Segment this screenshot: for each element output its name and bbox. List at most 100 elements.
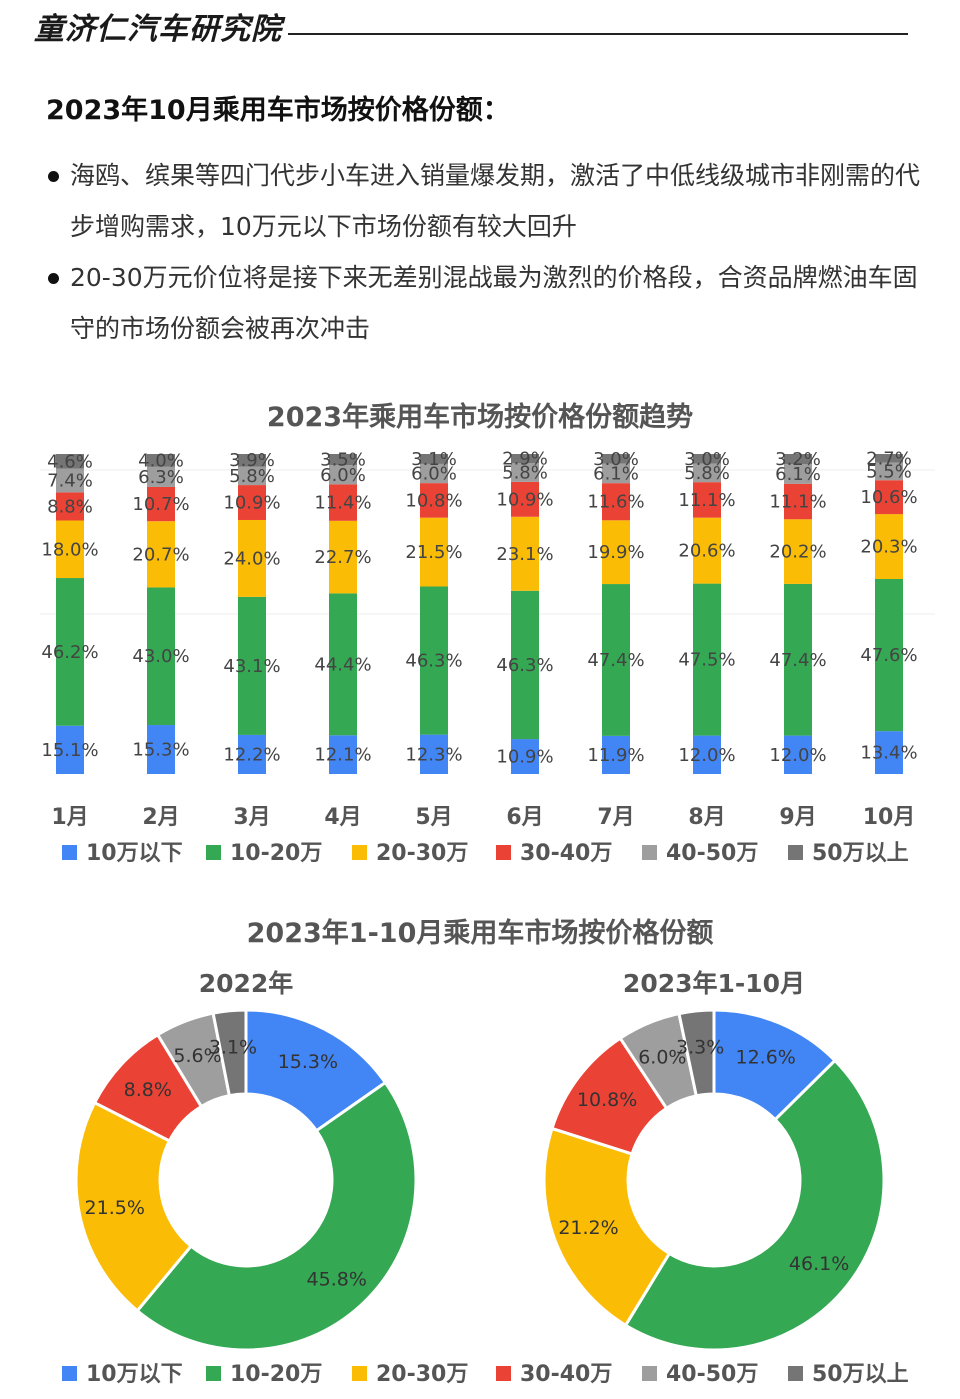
bar-segment [784, 483, 812, 520]
bar-segment [238, 466, 266, 486]
bar-data-label: 21.5% [405, 542, 462, 563]
bar-data-label: 10.9% [496, 747, 553, 768]
bar-data-label: 4.0% [138, 450, 184, 471]
bar-data-label: 12.0% [678, 745, 735, 766]
bar-data-label: 12.1% [314, 745, 371, 766]
bar-segment [238, 734, 266, 774]
bar-data-label: 19.9% [587, 542, 644, 563]
bar-segment [238, 596, 266, 735]
bar-data-label: 20.2% [769, 542, 826, 563]
bar-data-label: 5.5% [866, 461, 912, 482]
bar-data-label: 2.7% [866, 448, 912, 469]
bar-segment [693, 517, 721, 584]
bar-data-label: 3.1% [411, 449, 457, 470]
bar-data-label: 22.7% [314, 547, 371, 568]
donut-data-label: 15.3% [278, 1051, 338, 1073]
bar-segment [56, 492, 84, 521]
donut-data-label: 3.3% [676, 1037, 724, 1059]
x-tick-label: 3月 [233, 805, 270, 830]
bar-data-label: 4.6% [47, 451, 93, 472]
bar-segment [420, 586, 448, 735]
page-heading: 2023年10月乘用车市场按价格份额： [46, 95, 510, 126]
bar-data-label: 5.8% [502, 463, 548, 484]
bar-segment [602, 584, 630, 736]
bar-data-label: 15.1% [41, 740, 98, 761]
legend-label: 50万以上 [812, 841, 909, 866]
bar-segment [602, 483, 630, 521]
donut-slice [135, 1080, 418, 1352]
legend-swatch [642, 1366, 657, 1381]
bar-data-label: 7.4% [47, 471, 93, 492]
legend-label: 20-30万 [376, 841, 468, 866]
donut-slice [211, 1008, 248, 1098]
bar-segment [147, 725, 175, 774]
bar-data-label: 12.2% [223, 744, 280, 765]
bar-segment [602, 454, 630, 464]
bar-segment [693, 463, 721, 483]
bar-segment [511, 481, 539, 517]
bar-data-label: 12.0% [769, 745, 826, 766]
bar-data-label: 47.5% [678, 650, 735, 671]
legend-label: 50万以上 [812, 1362, 909, 1387]
bullet-item: 海鸥、缤果等四门代步小车进入销量爆发期，激活了中低线级城市非刚需的代步增购需求，… [46, 150, 926, 252]
bar-data-label: 3.2% [775, 449, 821, 470]
donut-slice [542, 1126, 672, 1328]
donut-data-label: 6.0% [638, 1046, 686, 1068]
brand-logo-text: 童济仁汽车研究院 [34, 12, 282, 47]
bar-segment [511, 463, 539, 482]
x-tick-label: 4月 [324, 805, 361, 830]
stacked-bar-chart: 2023年乘用车市场按价格份额趋势 15.1% 46.2% 18.0% 8.8% 7.4… [40, 401, 935, 866]
bar-segment [147, 587, 175, 726]
bar-segment [693, 454, 721, 464]
x-tick-label: 9月 [779, 805, 816, 830]
donut-data-label: 46.1% [789, 1253, 849, 1275]
legend-swatch [496, 1366, 511, 1381]
bar-data-label: 13.4% [860, 743, 917, 764]
x-tick-label: 8月 [688, 805, 725, 830]
bar-data-label: 6.1% [593, 463, 639, 484]
x-tick-label: 5月 [415, 805, 452, 830]
legend-label: 40-50万 [666, 1362, 758, 1387]
legend-swatch [62, 1366, 77, 1381]
bar-segment [602, 735, 630, 774]
x-tick-label: 2月 [142, 805, 179, 830]
bar-segment [56, 725, 84, 774]
legend-label: 30-40万 [520, 841, 612, 866]
x-tick-label: 6月 [506, 805, 543, 830]
bar-segment [329, 735, 357, 774]
pie-title-2023: 2023年1-10月 [623, 969, 805, 998]
bar-segment [147, 466, 175, 487]
bar-data-label: 6.0% [320, 465, 366, 486]
bar-segment [602, 520, 630, 585]
bar-data-label: 10.6% [860, 487, 917, 508]
bar-data-label: 10.8% [405, 490, 462, 511]
bar-data-label: 6.3% [138, 467, 184, 488]
bar-data-label: 6.0% [411, 464, 457, 485]
bar-data-label: 11.1% [769, 492, 826, 513]
legend-label: 10万以下 [86, 841, 183, 866]
bar-data-label: 24.0% [223, 548, 280, 569]
bar-data-label: 8.8% [47, 496, 93, 517]
bar-data-label: 10.7% [132, 494, 189, 515]
bar-data-label: 43.1% [223, 656, 280, 677]
bar-segment [693, 482, 721, 518]
bar-segment [511, 590, 539, 740]
bar-segment [147, 521, 175, 588]
donut-data-label: 21.2% [558, 1217, 618, 1239]
bar-data-label: 46.2% [41, 642, 98, 663]
bar-data-label: 11.4% [314, 493, 371, 514]
bar-segment [329, 465, 357, 485]
pie-section-title: 2023年1-10月乘用车市场按价格份额 [247, 917, 714, 949]
legend-swatch [352, 1366, 367, 1381]
donut-slice [244, 1008, 388, 1133]
bar-data-label: 6.1% [775, 464, 821, 485]
bar-data-label: 11.1% [678, 490, 735, 511]
bar-data-label: 47.4% [769, 650, 826, 671]
bar-data-label: 20.6% [678, 541, 735, 562]
bar-segment [56, 578, 84, 726]
bar-segment [420, 463, 448, 484]
bar-data-label: 46.3% [405, 651, 462, 672]
legend-swatch [62, 845, 77, 860]
donut-slice [677, 1008, 716, 1098]
bar-segment [147, 454, 175, 467]
